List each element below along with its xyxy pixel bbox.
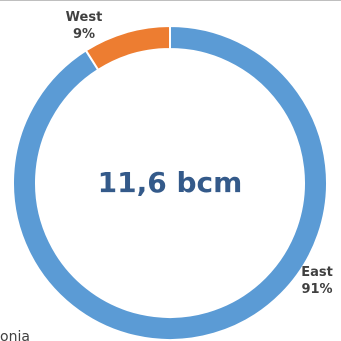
center-total-label: 11,6 bcm: [97, 166, 243, 199]
slice-value-east: 91%: [301, 282, 333, 297]
slice-name-west: West: [65, 10, 103, 25]
slice-west: [84, 24, 171, 72]
slice-value-west: 9%: [72, 27, 96, 42]
slice-label-east: East 91%: [296, 264, 338, 298]
footnote-text: onia: [0, 329, 30, 341]
top-divider: [0, 0, 341, 1]
slice-label-west: West 9%: [64, 9, 104, 43]
slice-east: [12, 24, 328, 341]
slice-name-east: East: [301, 265, 333, 280]
